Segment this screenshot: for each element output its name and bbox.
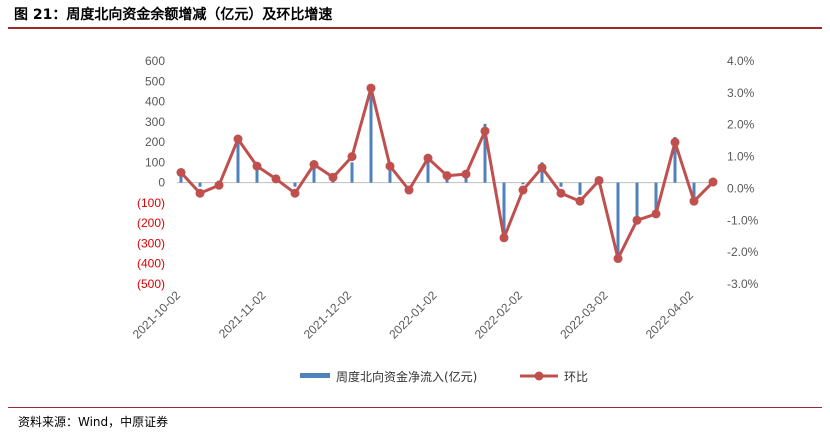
x-tick-label: 2022-04-02 (643, 288, 697, 342)
left-tick-label: 0 (158, 176, 165, 190)
bar (236, 140, 240, 183)
bar (179, 174, 183, 183)
ratio-point (328, 172, 338, 182)
left-axis: 600 500 400 300 200 100 0 (100) (200) (300) (400) (… (137, 54, 165, 291)
ratio-point (385, 161, 395, 171)
bar (350, 162, 354, 183)
ratio-point (271, 174, 281, 184)
ratio-point (309, 160, 319, 170)
bar (635, 182, 639, 224)
ratio-point (632, 215, 642, 225)
ratio-point (195, 188, 205, 198)
x-tick-label: 2021-11-02 (216, 288, 269, 341)
ratio-point (575, 196, 585, 206)
legend-line-label: 环比 (564, 370, 588, 384)
bar (369, 91, 373, 183)
ratio-point (480, 126, 490, 136)
bar (673, 137, 677, 183)
bar (502, 182, 506, 240)
ratio-point (689, 196, 699, 206)
legend-bar-swatch (300, 373, 330, 378)
line-series (176, 83, 718, 264)
left-tick-label: 500 (145, 74, 165, 88)
ratio-point (366, 83, 376, 93)
left-tick-label: 200 (145, 135, 165, 149)
legend-line-marker (534, 371, 544, 381)
left-tick-label: (400) (137, 257, 165, 271)
ratio-point (499, 233, 509, 243)
ratio-point (708, 177, 718, 187)
bar (407, 182, 411, 184)
right-axis: 4.0% 3.0% 2.0% 1.0% 0.0% -1.0% -2.0% -3.0% (727, 54, 759, 291)
chart: 600 500 400 300 200 100 0 (100) (200) (300) (400) (… (130, 54, 759, 384)
bar (312, 167, 316, 183)
ratio-point (651, 209, 661, 219)
left-tick-label: (200) (137, 216, 165, 230)
source-note: 资料来源：Wind，中原证券 (18, 415, 169, 429)
bar (198, 182, 202, 187)
bar (578, 182, 582, 195)
x-tick-label: 2021-10-02 (130, 288, 184, 342)
ratio-point (556, 188, 566, 198)
ratio-point (233, 134, 243, 144)
bar (293, 182, 297, 187)
x-tick-label: 2022-01-02 (386, 288, 440, 342)
right-tick-label: 0.0% (727, 181, 755, 195)
ratio-point (423, 153, 433, 163)
left-tick-label: 400 (145, 95, 165, 109)
x-tick-label: 2022-02-02 (472, 288, 526, 342)
bar (483, 123, 487, 183)
ratio-point (670, 137, 680, 147)
footer-rule (8, 407, 822, 408)
right-tick-label: -1.0% (727, 213, 759, 227)
right-tick-label: -2.0% (727, 245, 759, 259)
x-tick-label: 2021-12-02 (301, 288, 355, 342)
legend: 周度北向资金净流入(亿元) 环比 (300, 369, 588, 384)
bar (255, 168, 259, 183)
left-tick-label: 300 (145, 115, 165, 129)
page-title: 图 21：周度北向资金余额增减（亿元）及环比增速 (14, 7, 333, 23)
left-tick-label: (100) (137, 196, 165, 210)
left-tick-label: 100 (145, 155, 165, 169)
ratio-point (442, 171, 452, 181)
left-tick-label: (300) (137, 236, 165, 250)
right-tick-label: 4.0% (727, 54, 755, 68)
bar (426, 160, 430, 183)
ratio-point (594, 175, 604, 185)
right-tick-label: 3.0% (727, 86, 755, 100)
x-tick-label: 2022-03-02 (557, 288, 611, 342)
bar (521, 182, 525, 185)
bar (388, 167, 392, 183)
ratio-point (347, 152, 357, 162)
right-tick-label: -3.0% (727, 277, 759, 291)
ratio-point (518, 185, 528, 195)
right-tick-label: 1.0% (727, 150, 755, 164)
title-rule (8, 27, 822, 29)
ratio-point (537, 163, 547, 173)
ratio-point (214, 180, 224, 190)
legend-bar-label: 周度北向资金净流入(亿元) (336, 369, 477, 384)
ratio-point (252, 161, 262, 171)
bar (616, 182, 620, 260)
ratio-point (176, 168, 186, 177)
bar (692, 182, 696, 199)
ratio-point (613, 254, 623, 264)
ratio-point (290, 188, 300, 198)
ratio-point (461, 169, 471, 179)
bar (540, 162, 544, 183)
ratio-point (404, 185, 414, 195)
x-axis: 2021-10-02 2021-11-02 2021-12-02 2022-01-02… (130, 288, 697, 342)
right-tick-label: 2.0% (727, 118, 755, 132)
left-tick-label: 600 (145, 54, 165, 68)
left-tick-label: (500) (137, 277, 165, 291)
bar (654, 182, 658, 218)
bar (559, 182, 563, 187)
